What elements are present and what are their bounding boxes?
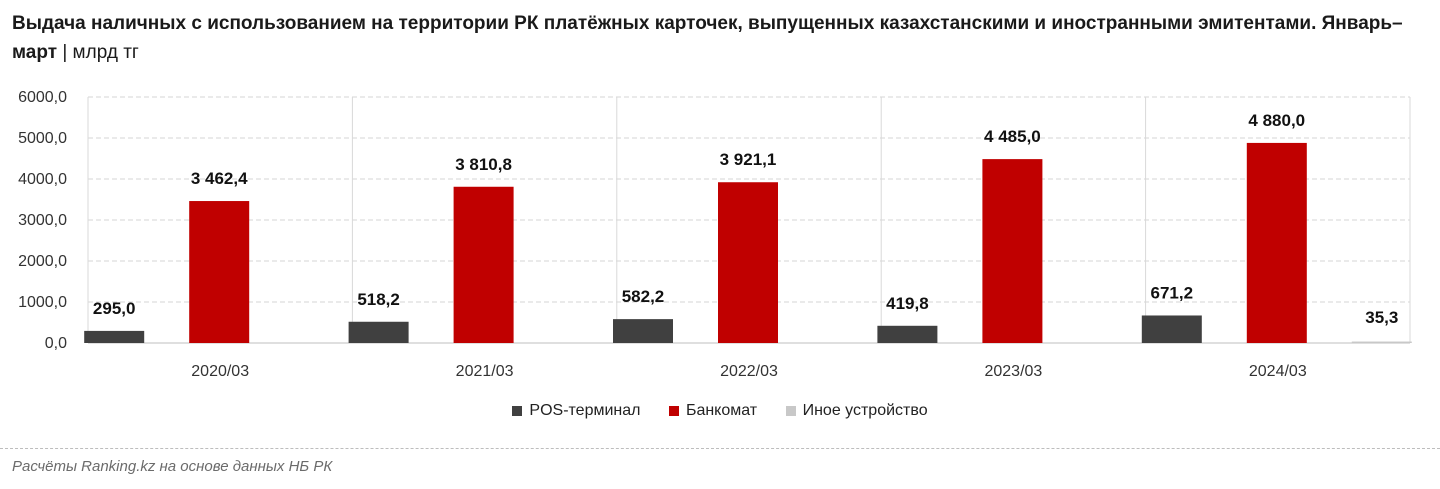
bar-pos xyxy=(877,325,938,343)
y-tick-label: 3000,0 xyxy=(18,212,67,229)
bar-other xyxy=(1351,341,1412,343)
y-tick-label: 1000,0 xyxy=(18,294,67,311)
legend-label-pos: POS-терминал xyxy=(529,402,641,419)
data-label: 4 485,0 xyxy=(984,127,1041,146)
source-note: Расчёты Ranking.kz на основе данных НБ Р… xyxy=(12,458,333,475)
source-divider xyxy=(0,448,1440,449)
data-label: 671,2 xyxy=(1151,283,1194,302)
legend-item-other: Иное устройство xyxy=(785,402,928,420)
data-label: 3 462,4 xyxy=(191,169,248,188)
bar-atm xyxy=(1246,142,1307,343)
data-label: 295,0 xyxy=(93,299,136,318)
bar-atm xyxy=(453,186,514,343)
legend-item-pos: POS-терминал xyxy=(512,402,640,420)
data-label: 3 810,8 xyxy=(455,155,512,174)
title-separator: | xyxy=(62,42,68,63)
bar-chart: 0,0 1000,0 2000,0 3000,0 4000,0 5000,0 6000,0 2… xyxy=(18,89,1412,380)
bar-atm xyxy=(982,159,1043,343)
bar-pos xyxy=(84,330,145,343)
y-tick-label: 5000,0 xyxy=(18,130,67,147)
data-label: 582,2 xyxy=(622,287,665,306)
x-tick-label: 2023/03 xyxy=(984,363,1042,380)
data-label: 3 921,1 xyxy=(720,150,777,169)
legend-swatch-other xyxy=(785,406,796,416)
legend-label-atm: Банкомат xyxy=(685,402,758,419)
x-tick-label: 2022/03 xyxy=(720,363,778,380)
x-tick-label: 2021/03 xyxy=(456,363,514,380)
y-tick-label: 0,0 xyxy=(45,335,67,352)
legend-swatch-atm xyxy=(668,406,679,416)
data-label: 35,3 xyxy=(1365,308,1398,327)
bar-pos xyxy=(1141,315,1202,343)
bar-pos xyxy=(613,319,673,343)
bar-atm xyxy=(189,201,250,343)
bar-atm xyxy=(718,182,778,343)
y-tick-label: 4000,0 xyxy=(18,171,67,188)
legend-label-other: Иное устройство xyxy=(802,402,928,419)
x-tick-label: 2020/03 xyxy=(191,363,249,380)
legend-item-atm: Банкомат xyxy=(668,402,758,420)
x-tick-label: 2024/03 xyxy=(1249,363,1307,380)
bar-pos xyxy=(348,321,409,343)
data-label: 518,2 xyxy=(357,290,400,309)
data-label: 419,8 xyxy=(886,294,929,313)
legend-swatch-pos xyxy=(512,406,523,416)
chart-title: Выдача наличных с использованием на терр… xyxy=(12,9,1422,67)
y-tick-label: 6000,0 xyxy=(18,89,67,106)
chart-title-text: Выдача наличных с использованием на терр… xyxy=(12,13,1403,63)
data-label: 4 880,0 xyxy=(1248,111,1305,130)
chart-unit: млрд тг xyxy=(72,42,139,63)
y-tick-label: 2000,0 xyxy=(18,253,67,270)
chart-legend: POS-терминал Банкомат Иное устройство xyxy=(0,402,1440,421)
